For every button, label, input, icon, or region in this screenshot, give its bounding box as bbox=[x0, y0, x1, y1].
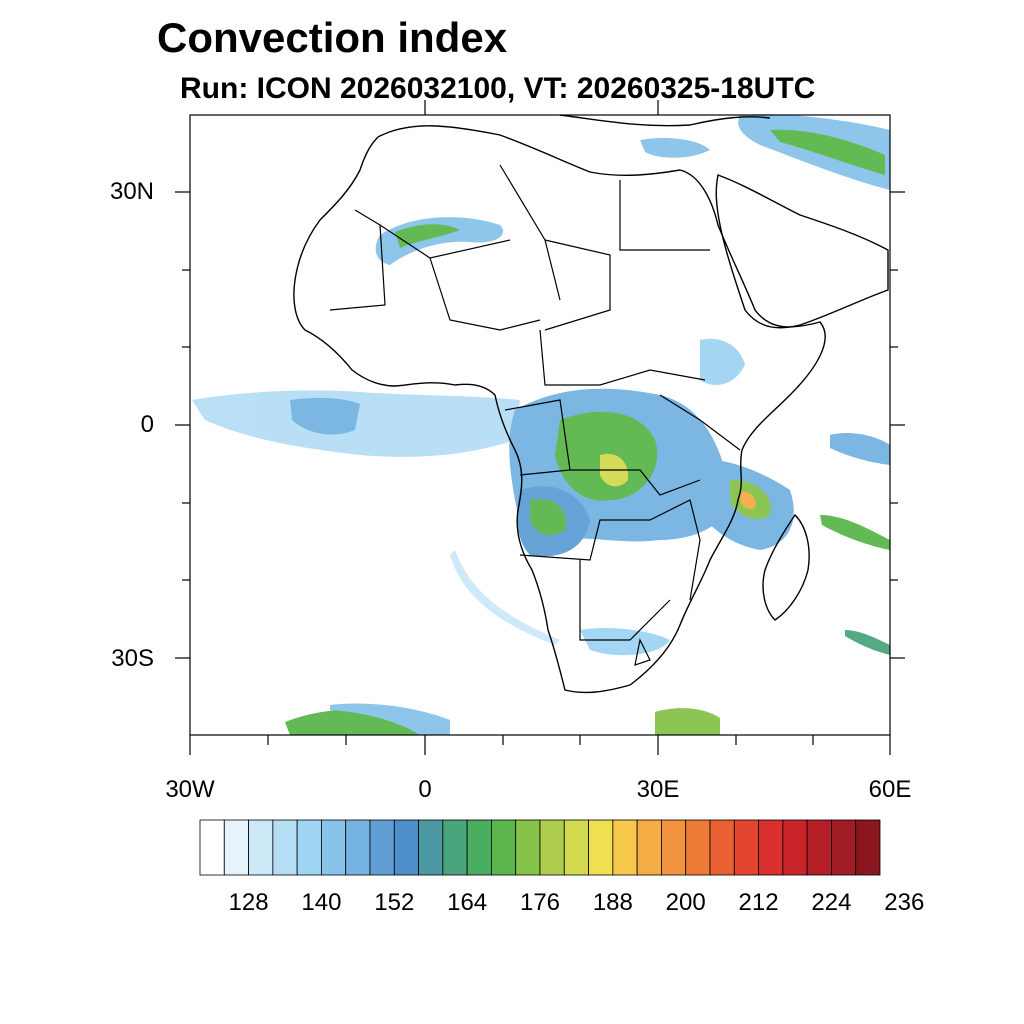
colorbar-tick-label: 164 bbox=[447, 889, 488, 916]
chart-title: Convection index bbox=[157, 14, 508, 61]
colorbar-tick-label: 176 bbox=[519, 889, 561, 916]
colorbar-swatch bbox=[248, 819, 274, 876]
shade-sahara bbox=[375, 217, 504, 265]
map-panel bbox=[175, 100, 905, 755]
africa-coastline bbox=[293, 125, 826, 694]
colorbar-tick-label: 236 bbox=[884, 889, 925, 916]
colorbar-swatch bbox=[612, 819, 638, 876]
colorbar-swatch bbox=[709, 819, 735, 876]
coastlines bbox=[293, 114, 889, 694]
colorbar bbox=[199, 819, 881, 876]
colorbar-swatch bbox=[466, 819, 492, 876]
lon-label-60e: 60E bbox=[868, 776, 912, 803]
europe-coastline bbox=[559, 114, 771, 127]
lon-label-30e: 30E bbox=[636, 776, 680, 803]
lon-label-0: 0 bbox=[418, 776, 432, 803]
lat-label-30n: 30N bbox=[109, 178, 154, 205]
shade-south-africa bbox=[580, 628, 670, 656]
colorbar-swatch bbox=[855, 819, 881, 876]
shade-atlantic-core bbox=[290, 397, 360, 435]
shade-southern-ocean-e bbox=[655, 708, 720, 735]
convection-shading bbox=[192, 114, 890, 735]
colorbar-tick-label: 140 bbox=[301, 889, 342, 916]
colorbar-swatch bbox=[515, 819, 541, 876]
shade-med-green bbox=[770, 129, 885, 175]
shade-indian-3 bbox=[845, 630, 890, 655]
colorbar-swatch bbox=[199, 819, 225, 876]
colorbar-swatch bbox=[782, 819, 808, 876]
shade-southern-ocean-w-light bbox=[330, 703, 450, 735]
colorbar-swatch bbox=[733, 819, 759, 876]
colorbar-tick-label: 212 bbox=[738, 889, 779, 916]
colorbar-swatch bbox=[321, 819, 347, 876]
colorbar-swatch bbox=[636, 819, 662, 876]
colorbar-swatch bbox=[296, 819, 322, 876]
chart-subtitle: Run: ICON 2026032100, VT: 20260325-18UTC bbox=[180, 72, 816, 105]
colorbar-swatch bbox=[661, 819, 687, 876]
shade-angola-green bbox=[530, 499, 566, 536]
shade-east-orange bbox=[740, 491, 756, 510]
madagascar-coastline bbox=[762, 513, 810, 621]
colorbar-swatch bbox=[272, 819, 298, 876]
colorbar-tick-label: 128 bbox=[228, 889, 269, 916]
colorbar-swatch bbox=[806, 819, 832, 876]
colorbar-tick-label: 200 bbox=[665, 889, 706, 916]
colorbar-swatch bbox=[418, 819, 444, 876]
colorbar-swatch bbox=[223, 819, 249, 876]
colorbar-swatch bbox=[369, 819, 395, 876]
arabia-coastline bbox=[715, 174, 889, 329]
lat-label-0: 0 bbox=[140, 411, 154, 438]
colorbar-swatch bbox=[831, 819, 857, 876]
colorbar-swatch bbox=[685, 819, 711, 876]
country-borders bbox=[329, 164, 741, 666]
colorbar-tick-label: 224 bbox=[811, 889, 852, 916]
colorbar-swatch bbox=[442, 819, 468, 876]
lat-label-30s: 30S bbox=[111, 645, 154, 672]
shade-south-atlantic bbox=[450, 550, 560, 645]
colorbar-swatch bbox=[758, 819, 784, 876]
colorbar-swatch bbox=[393, 819, 419, 876]
axis-ticks bbox=[175, 100, 905, 755]
colorbar-swatch bbox=[345, 819, 371, 876]
shade-ethiopia bbox=[700, 338, 745, 385]
colorbar-swatch bbox=[539, 819, 565, 876]
colorbar-swatch bbox=[491, 819, 517, 876]
lon-label-30w: 30W bbox=[165, 776, 215, 803]
colorbar-swatch bbox=[563, 819, 589, 876]
colorbar-tick-label: 152 bbox=[374, 889, 415, 916]
shade-sahara-green bbox=[395, 224, 460, 248]
colorbar-tick-label: 188 bbox=[592, 889, 633, 916]
shade-egypt bbox=[640, 138, 710, 158]
shade-indian-2 bbox=[820, 515, 890, 550]
colorbar-swatch bbox=[588, 819, 614, 876]
shade-indian-1 bbox=[830, 433, 890, 465]
